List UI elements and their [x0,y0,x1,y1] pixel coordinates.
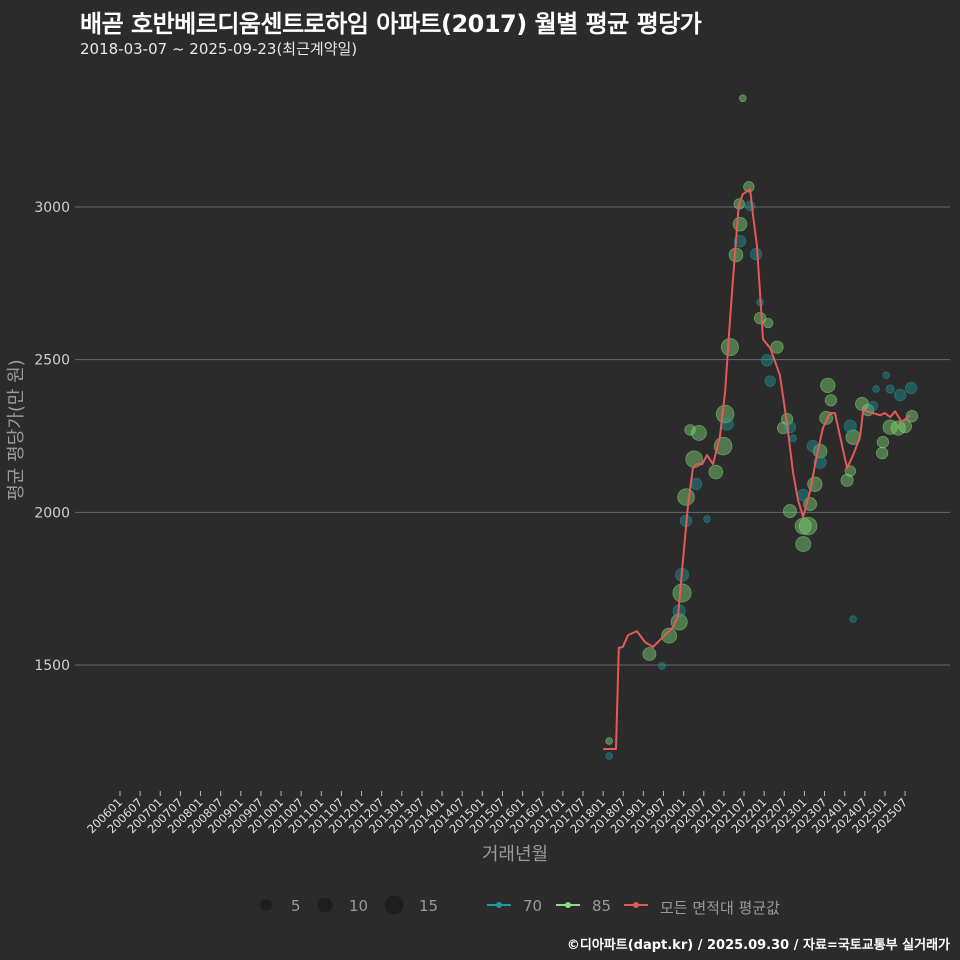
bubble-85 [739,94,747,103]
bubble-70 [605,752,613,760]
bubble-85 [642,647,657,661]
bubble-70 [749,247,763,261]
bubble-85 [605,737,613,745]
legend-size-15-icon [384,895,404,915]
bubble-70 [703,515,711,523]
bubble-70 [806,439,820,453]
bubble-70 [849,615,857,623]
bubble-85 [708,464,724,480]
legend-size-10-label: 10 [349,897,369,915]
legend-size-5-icon [260,899,272,911]
bubble-85 [672,583,692,603]
y-tick-label: 2000 [34,505,70,521]
legend-avg-dot-icon [633,902,639,908]
bubble-70 [843,419,857,433]
chart-subtitle: 2018-03-07 ~ 2025-09-23(최근계약일) [80,40,358,58]
bubble-85 [684,424,696,436]
bubble-70 [904,381,918,395]
bubble-85 [795,536,812,552]
legend-size-10-icon [317,897,333,913]
bubble-70 [658,662,666,670]
legend-size-15-label: 15 [419,897,439,915]
bubble-85 [770,340,784,354]
bubble-85 [820,377,836,393]
bubble-85 [732,216,748,232]
bubble-85 [824,394,838,407]
bubble-85 [794,517,812,535]
bubble-70 [789,434,797,442]
bubble-85 [875,446,889,460]
y-tick-label: 3000 [34,200,70,216]
bubble-85 [905,410,919,423]
bubble-85 [762,317,774,329]
bubble-70 [760,354,774,367]
bubble-70 [764,375,776,387]
y-tick-label: 2500 [34,353,70,369]
legend-swatches [260,895,648,915]
bubble-85 [670,613,688,631]
average-price-line [603,188,911,750]
bubble-85 [876,435,890,449]
legend-avg-label: 모든 면적대 평균값 [660,899,780,917]
legend-85-label: 85 [592,897,612,915]
legend-70-dot-icon [496,902,502,908]
footer-credit: ©디아파트(dapt.kr) / 2025.09.30 / 자료=국토교통부 실… [566,938,950,953]
bubble-85 [677,488,695,506]
bubble-85 [720,338,739,357]
x-axis-title: 거래년월 [482,844,548,865]
legend-85-dot-icon [565,902,571,908]
bubble-70 [872,385,880,393]
y-tick-label: 1500 [34,658,70,674]
chart-title: 배곧 호반베르디움센트로하임 아파트(2017) 월별 평균 평당가 [80,10,702,38]
legend-size-5-label: 5 [291,897,301,915]
bubble-70 [867,400,879,412]
bubble-85 [840,473,854,487]
bubble-70 [744,200,756,212]
bubble-70 [894,388,907,402]
bubble-85 [798,516,818,536]
bubble-85 [782,504,797,519]
legend: 5 10 15 70 85 모든 면적대 평균값 [0,895,960,919]
bubble-85 [882,419,898,435]
bubble-70 [783,420,797,434]
bubble-70 [882,371,890,380]
bubble-85 [743,181,755,193]
y-axis-title: 평균 평당가(만 원) [6,359,27,500]
bubble-85 [661,627,678,644]
bubble-85 [753,311,767,325]
bubble-70 [885,384,895,394]
legend-70-label: 70 [523,897,543,915]
